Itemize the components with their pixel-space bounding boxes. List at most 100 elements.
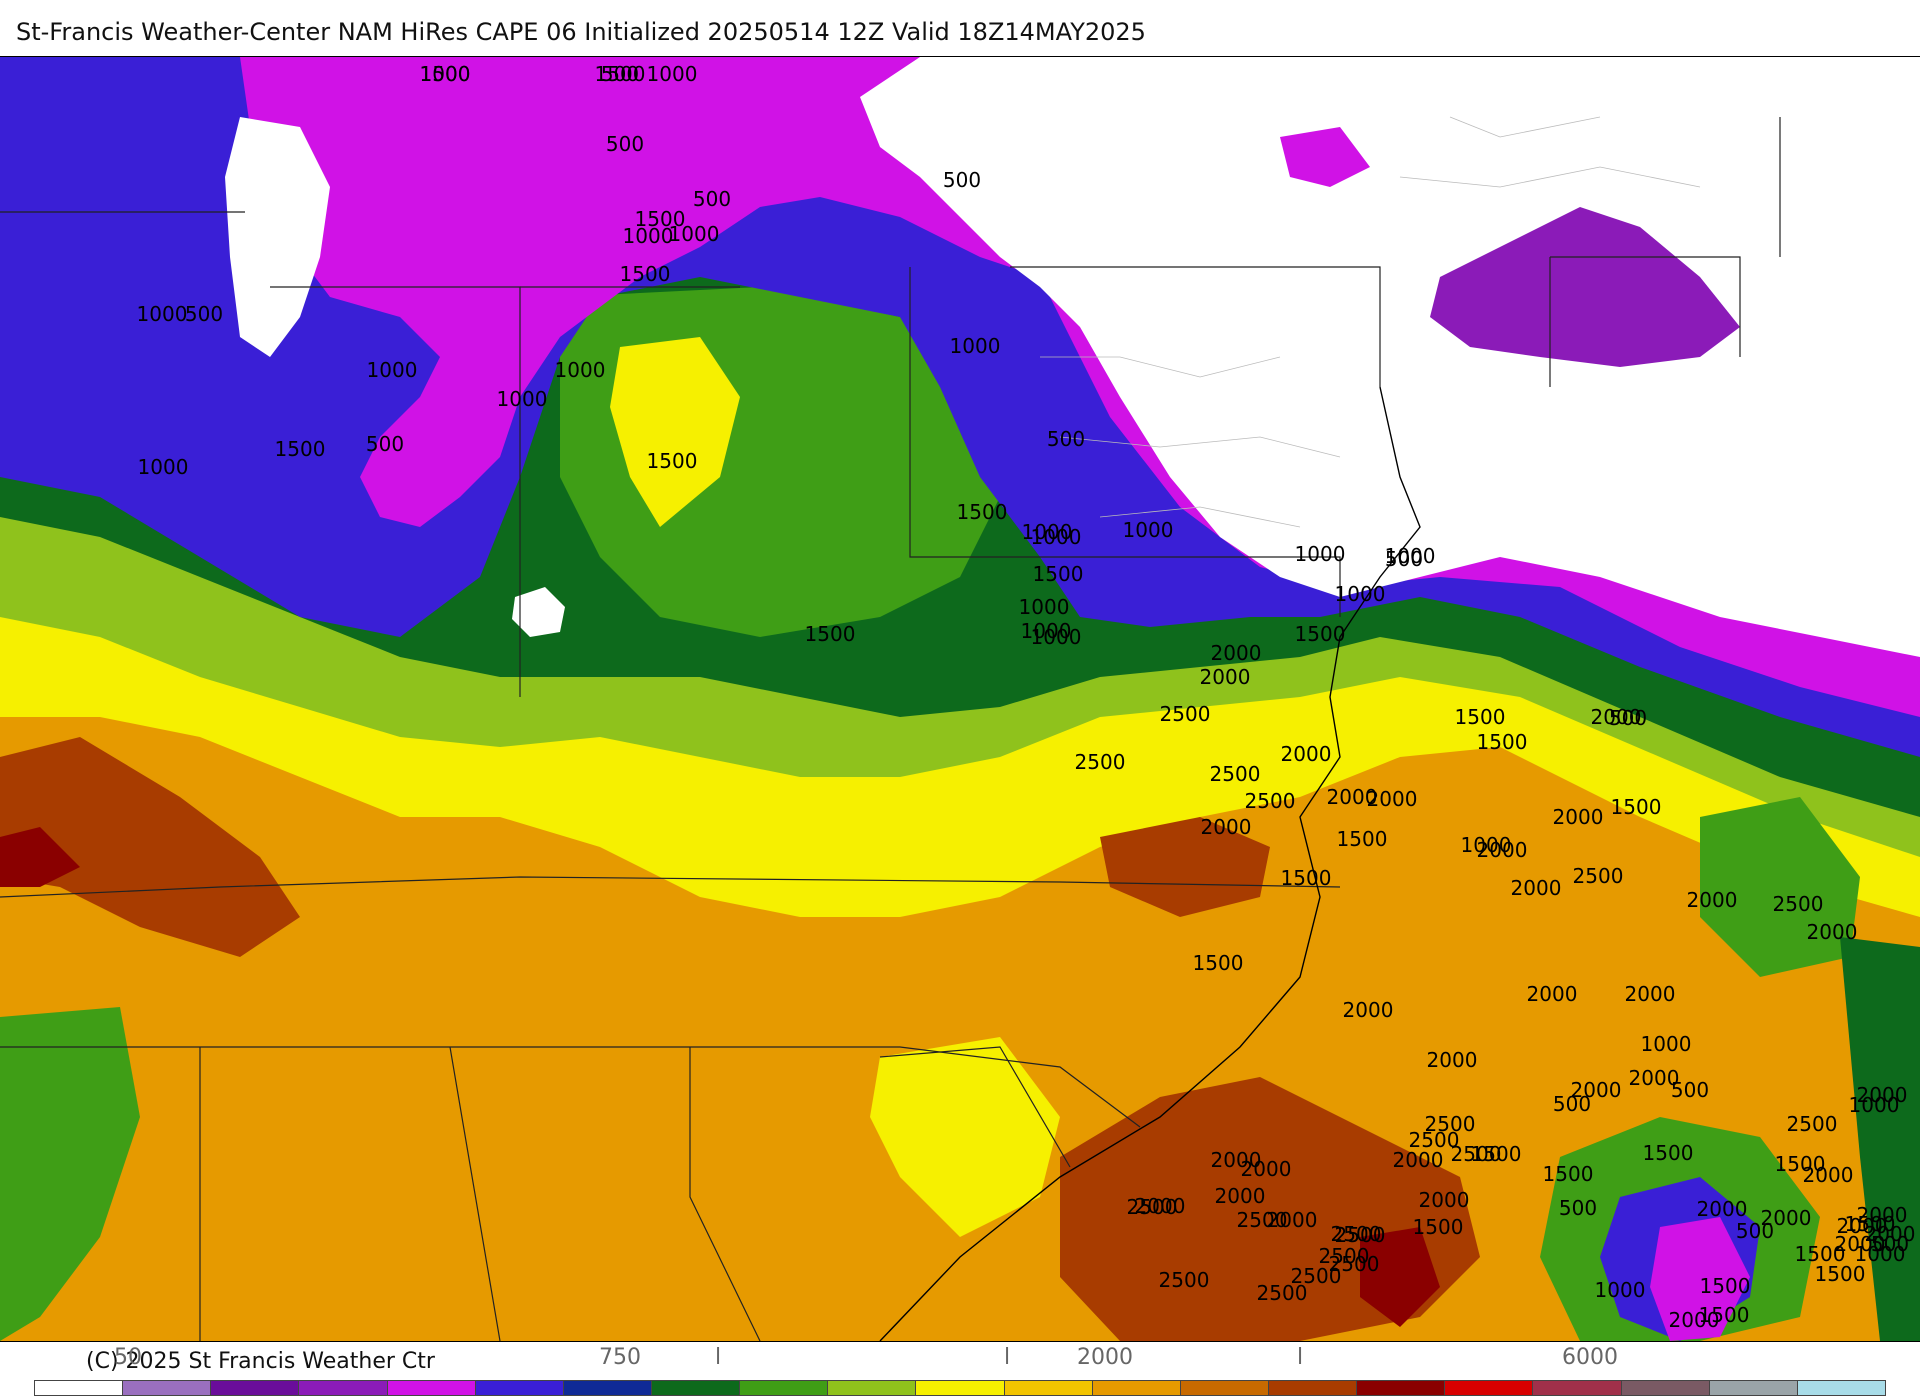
cape-region-purple-newengland (1430, 207, 1740, 367)
contour-label: 2000 (1527, 982, 1578, 1006)
contour-label: 500 (1553, 1092, 1591, 1116)
colorbar-tick-6000: 6000 (1562, 1345, 1618, 1370)
contour-label: 1500 (1193, 951, 1244, 975)
contour-label: 2000 (1571, 1078, 1622, 1102)
contour-label: 1500 (805, 622, 856, 646)
contour-label: 500 (943, 168, 981, 192)
contour-label: 2500 (1773, 892, 1824, 916)
cape-colorbar (34, 1380, 1886, 1396)
contour-label: 500 (1609, 706, 1647, 730)
contour-label: 2000 (1281, 742, 1332, 766)
contour-label: 2000 (1807, 920, 1858, 944)
cape-region-green-gulf-east (1700, 797, 1860, 977)
contour-label: 1000 (1022, 520, 1073, 544)
contour-label: 1000 (1031, 525, 1082, 549)
contour-label: 2000 (1629, 1066, 1680, 1090)
contour-label: 1000 (647, 62, 698, 86)
contour-label: 2000 (1865, 1222, 1916, 1246)
contour-label: 1000 (1295, 542, 1346, 566)
contour-label: 2000 (1803, 1163, 1854, 1187)
contour-label: 2500 (1425, 1112, 1476, 1136)
contour-label: 2000 (1687, 888, 1738, 912)
contour-label: 1500 (1845, 1212, 1896, 1236)
contour-label: 2000 (1553, 805, 1604, 829)
contour-label: 1000 (497, 387, 548, 411)
contour-label: 1500 (1413, 1215, 1464, 1239)
contour-label: 1500 (1543, 1162, 1594, 1186)
contour-label: 2000 (1201, 815, 1252, 839)
contour-label: 1500 (1281, 866, 1332, 890)
contour-label: 2000 (1427, 1048, 1478, 1072)
contour-label: 2500 (1787, 1112, 1838, 1136)
map-title: St-Francis Weather-Center NAM HiRes CAPE… (16, 18, 1146, 46)
contour-label: 500 (606, 132, 644, 156)
cape-region-darkgreen-east-edge (1840, 937, 1920, 1341)
state-boundaries (0, 117, 1781, 1341)
contour-label: 1500 (1295, 622, 1346, 646)
copyright: (C) 2025 St Francis Weather Ctr (86, 1349, 435, 1374)
contour-label: 500 (1871, 1232, 1909, 1256)
contour-label: 2000 (1200, 665, 1251, 689)
contour-label: 1500 (1815, 1262, 1866, 1286)
contour-label: 1000 (1021, 619, 1072, 643)
contour-label: 1500 (595, 62, 646, 86)
colorbar-segment (387, 1381, 476, 1395)
contour-label: 1000 (1461, 833, 1512, 857)
contour-label: 2000 (1591, 705, 1642, 729)
contour-label: 2500 (1291, 1264, 1342, 1288)
contour-label: 2000 (1697, 1197, 1748, 1221)
colorbar-segment (1092, 1381, 1181, 1395)
cape-region-magenta-lakeerie (1280, 127, 1370, 187)
contour-label: 2500 (1329, 1252, 1380, 1276)
contour-label: 1000 (1849, 1093, 1900, 1117)
contour-label: 2000 (1393, 1148, 1444, 1172)
contour-label: 1000 (1335, 582, 1386, 606)
contour-label: 1500 (1643, 1141, 1694, 1165)
contour-label: 2000 (1211, 641, 1262, 665)
contour-label: 2500 (1319, 1244, 1370, 1268)
colorbar-segment (1445, 1381, 1534, 1395)
contour-label: 500 (1047, 427, 1085, 451)
contour-label: 500 (1559, 1196, 1597, 1220)
contour-label: 1500 (1033, 562, 1084, 586)
contour-label: 500 (1671, 1078, 1709, 1102)
contour-label: 1000 (137, 302, 188, 326)
contour-labels: 1000 500 100050050015001000100050010005001… (137, 62, 1916, 1332)
atlantic-coastline (879, 386, 1421, 1341)
colorbar-tick-mark-1: l (714, 1345, 722, 1370)
contour-label: 1000 (138, 455, 189, 479)
cape-region-white-northeast (860, 57, 1920, 657)
contour-label: 2500 (1160, 702, 1211, 726)
colorbar-segment (1268, 1381, 1358, 1395)
contour-label: 1000 (1031, 625, 1082, 649)
colorbar-tick-mark-2: l (1003, 1345, 1011, 1370)
contour-label: 500 (1385, 547, 1423, 571)
contour-label: 1000 (1123, 518, 1174, 542)
contour-label: 2000 (1267, 1208, 1318, 1232)
contour-label: 1000 (420, 62, 471, 86)
contour-label: 2500 (1237, 1208, 1288, 1232)
contour-label: 2500 (1159, 1268, 1210, 1292)
contour-label: 1000 (1641, 1032, 1692, 1056)
contour-label: 2500 (1335, 1223, 1386, 1247)
contour-label: 1500 (275, 437, 326, 461)
cape-region-yellow-ohio (610, 337, 740, 527)
contour-label: 2000 (1343, 998, 1394, 1022)
contour-label: 1500 (1700, 1274, 1751, 1298)
contour-label: 1500 (635, 207, 686, 231)
colorbar-tick-50: 50 (114, 1345, 142, 1370)
contour-label: 2000 (1761, 1206, 1812, 1230)
contour-label: 500 (1736, 1219, 1774, 1243)
colorbar-segment (651, 1381, 741, 1395)
contour-label: 500 (693, 187, 731, 211)
contour-label: 1000 (1595, 1278, 1646, 1302)
colorbar-segment (1357, 1381, 1446, 1395)
contour-label: 2500 (1451, 1142, 1502, 1166)
contour-label: 2000 (1511, 876, 1562, 900)
contour-label: 1500 (1455, 705, 1506, 729)
colorbar-segment (1797, 1381, 1885, 1395)
contour-label: 500 (366, 432, 404, 456)
colorbar-segment (1533, 1381, 1622, 1395)
contour-label: 1500 (1337, 827, 1388, 851)
contour-label: 1500 (1775, 1152, 1826, 1176)
